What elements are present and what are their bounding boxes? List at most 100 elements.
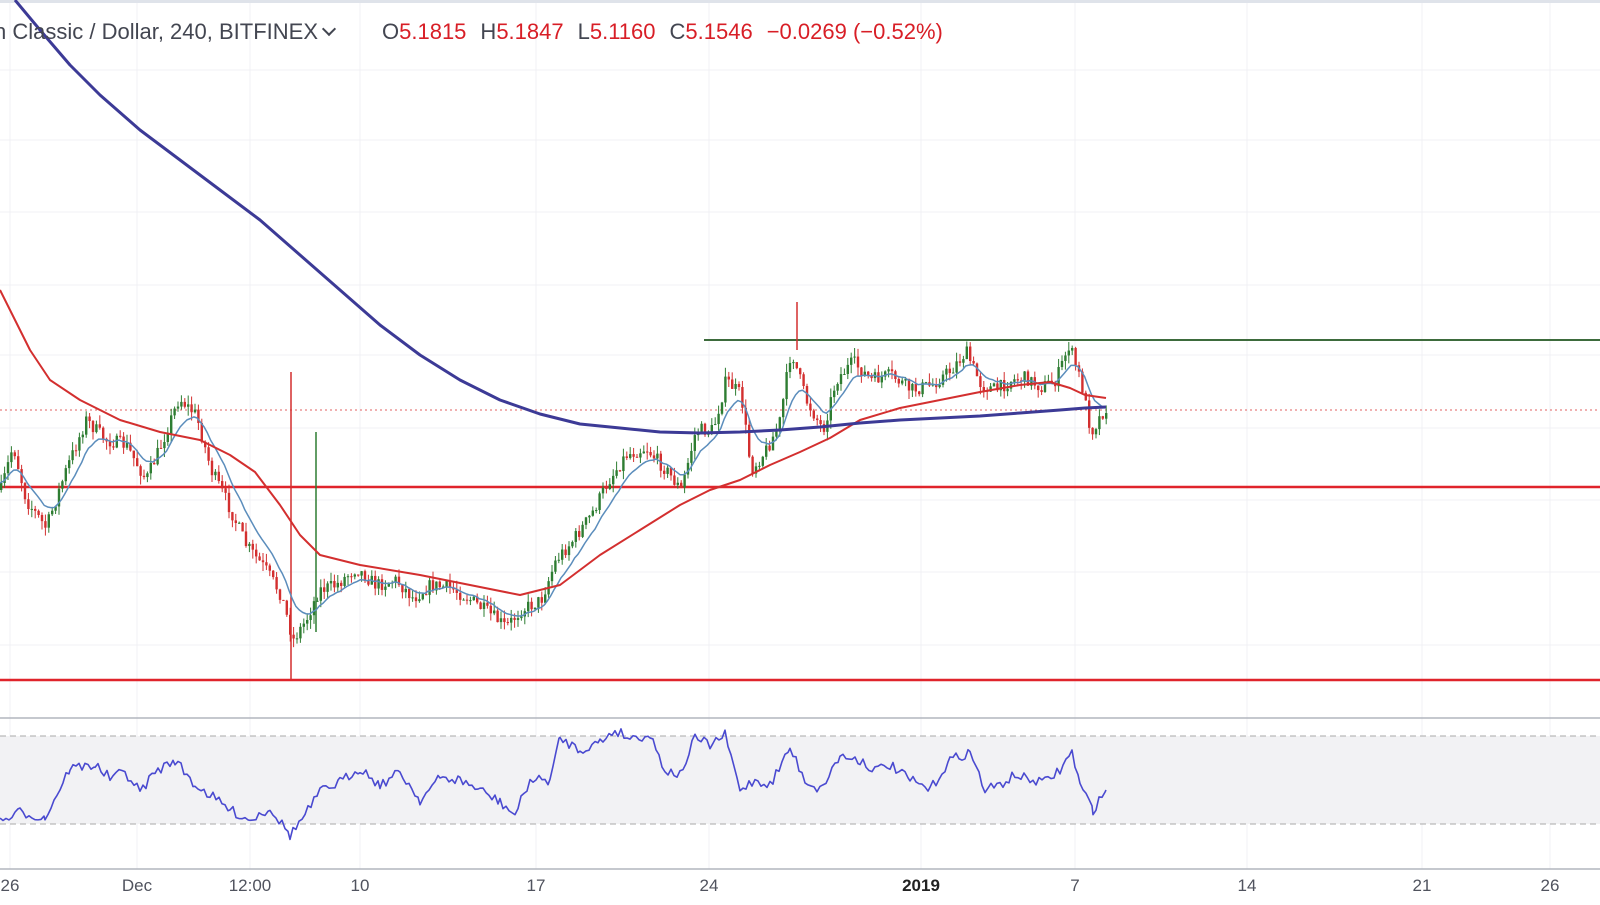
- candle-body: [897, 378, 900, 384]
- candle-body: [1023, 371, 1026, 382]
- candle-body: [472, 596, 475, 601]
- candle-body: [27, 499, 30, 510]
- candle-body: [47, 514, 50, 528]
- candle-body: [244, 531, 248, 547]
- candle-body: [1067, 350, 1070, 356]
- rsi-line: [0, 728, 1107, 841]
- candle-body: [1064, 355, 1067, 361]
- candle-body: [91, 421, 95, 433]
- candle-body: [493, 610, 496, 614]
- candle-body: [792, 362, 795, 364]
- candle-body: [632, 454, 635, 457]
- candle-body: [839, 374, 843, 385]
- candle-body: [809, 403, 812, 411]
- candle-body: [323, 587, 326, 592]
- candle-body: [442, 586, 445, 588]
- candle-body: [295, 638, 299, 640]
- candle-body: [61, 481, 64, 489]
- candle-body: [282, 599, 285, 601]
- x-tick-label: Dec: [122, 876, 153, 895]
- candle-body: [686, 462, 690, 475]
- candle-body: [346, 576, 350, 578]
- candle-body: [846, 364, 849, 375]
- grid-lines: [0, 3, 1600, 869]
- candle-body: [1013, 379, 1016, 382]
- candle-body: [965, 346, 968, 360]
- candle-body: [363, 571, 367, 582]
- candle-body: [486, 602, 489, 606]
- candle-body: [646, 451, 649, 453]
- chevron-down-icon[interactable]: [321, 21, 337, 37]
- candle-body: [384, 586, 387, 590]
- candle-body: [57, 488, 61, 507]
- x-tick-label: 2019: [902, 876, 940, 895]
- candle-body: [717, 413, 720, 425]
- candle-body: [159, 447, 163, 449]
- candle-body: [74, 450, 78, 452]
- candle-body: [890, 369, 894, 372]
- candle-body: [700, 423, 703, 433]
- candle-body: [51, 510, 54, 515]
- candle-body: [241, 522, 244, 532]
- candle-body: [649, 451, 652, 456]
- candle-body: [554, 560, 557, 572]
- candle-body: [969, 346, 972, 362]
- candle-body: [377, 579, 380, 589]
- candle-body: [941, 374, 945, 385]
- candle-body: [428, 580, 431, 595]
- candle-body: [1040, 390, 1043, 393]
- x-tick-label: 17: [527, 876, 546, 895]
- candle-body: [176, 406, 180, 409]
- candle-body: [924, 382, 928, 384]
- candle-body: [955, 361, 958, 373]
- candle-body: [448, 580, 452, 588]
- candle-body: [1084, 392, 1087, 401]
- candle-body: [238, 522, 241, 524]
- candle-body: [856, 356, 860, 368]
- candle-body: [455, 589, 458, 593]
- candle-body: [948, 368, 951, 374]
- candle-body: [319, 587, 322, 601]
- candle-body: [1057, 367, 1060, 387]
- candle-body: [612, 475, 615, 485]
- candle-body: [516, 618, 520, 620]
- candlesticks: [0, 341, 1108, 648]
- candle-body: [142, 475, 146, 478]
- candle-body: [214, 471, 217, 476]
- ohlc-values: O 5.1815 H 5.1847 L 5.1160 C 5.1546 −0.0…: [382, 19, 957, 45]
- candle-body: [520, 616, 523, 619]
- candle-body: [598, 493, 601, 511]
- candle-body: [204, 441, 207, 448]
- candle-body: [680, 482, 683, 488]
- candle-body: [438, 581, 441, 588]
- candle-body: [574, 531, 577, 542]
- candle-body: [404, 588, 407, 593]
- candle-body: [357, 574, 360, 576]
- candle-body: [802, 374, 805, 387]
- candle-body: [938, 384, 941, 388]
- x-tick-label: 26: [1, 876, 20, 895]
- candle-body: [132, 450, 135, 459]
- candle-body: [102, 427, 105, 439]
- top-border: [0, 0, 1600, 3]
- candle-body: [527, 601, 530, 612]
- symbol-title[interactable]: n Classic / Dollar, 240, BITFINEX: [0, 19, 318, 44]
- candle-body: [401, 584, 404, 593]
- time-axis: 26 Dec 12:00 10 17 24 2019 7 14 21 26: [1, 876, 1560, 895]
- symbol-legend: n Classic / Dollar, 240, BITFINEX O 5.18…: [0, 17, 957, 47]
- candle-body: [187, 404, 190, 407]
- candle-body: [737, 384, 741, 388]
- candle-body: [37, 510, 40, 516]
- candle-body: [1101, 416, 1104, 419]
- candle-body: [136, 458, 139, 467]
- candle-body: [397, 576, 401, 585]
- candle-body: [911, 383, 914, 391]
- candle-body: [608, 484, 611, 489]
- candle-body: [982, 387, 985, 391]
- candle-body: [693, 435, 696, 451]
- candle-body: [605, 487, 608, 489]
- candle-body: [557, 559, 560, 561]
- candle-body: [367, 581, 370, 585]
